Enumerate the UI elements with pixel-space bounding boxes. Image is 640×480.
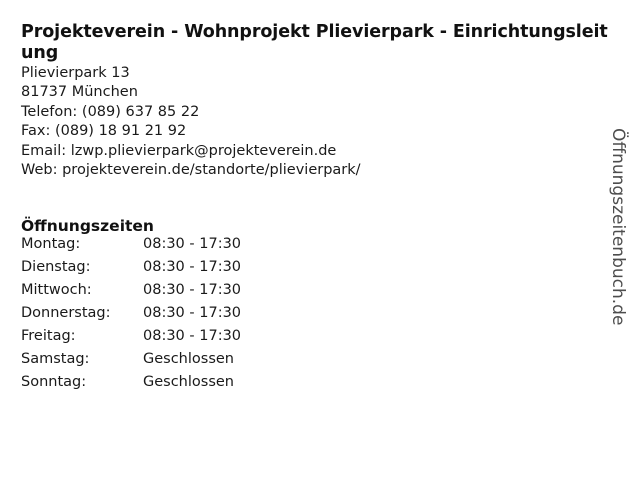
opening-hours-row: Sonntag: Geschlossen <box>21 371 323 394</box>
opening-hours-day: Freitag: <box>21 328 76 344</box>
opening-hours-row: Dienstag: 08:30 - 17:30 <box>21 256 323 279</box>
opening-hours-value: 08:30 - 17:30 <box>143 236 242 252</box>
opening-hours-row: Samstag: Geschlossen <box>21 348 323 371</box>
watermark-label: Öffnungszeitenbuch.de <box>608 128 628 326</box>
address-street: Plievierpark 13 <box>21 65 130 81</box>
opening-hours-heading: Öffnungszeiten <box>21 216 154 235</box>
watermark: Öffnungszeitenbuch.de <box>608 128 632 338</box>
email-line: Email: lzwp.plievierpark@projekteverein.… <box>21 142 337 159</box>
opening-hours-value: Geschlossen <box>143 351 234 367</box>
opening-hours-day: Montag: <box>21 236 81 252</box>
contact-block: Plievierpark 13 81737 München Telefon: (… <box>21 64 581 180</box>
opening-hours-value: 08:30 - 17:30 <box>143 328 242 344</box>
opening-hours-row: Donnerstag: 08:30 - 17:30 <box>21 302 323 325</box>
phone-line: Telefon: (089) 637 85 22 <box>21 103 200 120</box>
opening-hours-body: Montag: 08:30 - 17:30 Dienstag: 08:30 - 17:… <box>21 233 323 394</box>
opening-hours-value: 08:30 - 17:30 <box>143 259 242 275</box>
opening-hours-table: Montag: 08:30 - 17:30 Dienstag: 08:30 - 17:… <box>21 233 323 394</box>
opening-hours-day: Donnerstag: <box>21 305 111 321</box>
opening-hours-day: Dienstag: <box>21 259 91 275</box>
opening-hours-day: Sonntag: <box>21 374 87 390</box>
opening-hours-value: 08:30 - 17:30 <box>143 282 242 298</box>
opening-hours-value: 08:30 - 17:30 <box>143 305 242 321</box>
opening-hours-row: Freitag: 08:30 - 17:30 <box>21 325 323 348</box>
opening-hours-value: Geschlossen <box>143 374 234 390</box>
opening-hours-day: Samstag: <box>21 351 90 367</box>
opening-hours-row: Montag: 08:30 - 17:30 <box>21 233 323 256</box>
page-title: Projekteverein - Wohnprojekt Plievierpar… <box>21 21 608 63</box>
website-line: Web: projekteverein.de/standorte/plievie… <box>21 162 361 179</box>
opening-hours-day: Mittwoch: <box>21 282 92 298</box>
fax-line: Fax: (089) 18 91 21 92 <box>21 123 187 140</box>
opening-hours-row: Mittwoch: 08:30 - 17:30 <box>21 279 323 302</box>
address-city: 81737 München <box>21 84 138 101</box>
